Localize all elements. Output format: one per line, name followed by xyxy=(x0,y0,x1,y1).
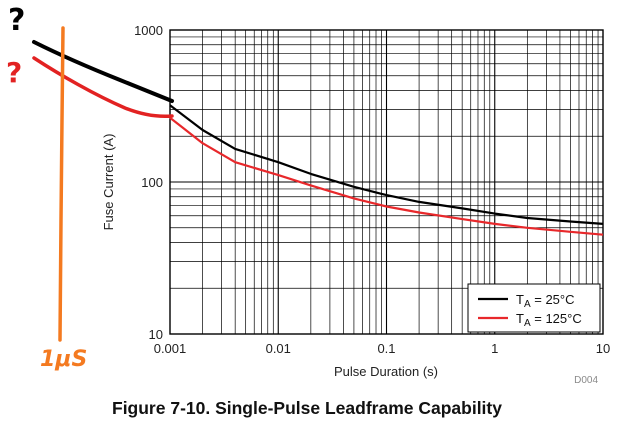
black-extrapolation-line xyxy=(32,40,174,103)
black-question-mark: ? xyxy=(8,3,25,38)
legend-label-125c: TA = 125°C xyxy=(516,311,582,329)
legend-label-25c: TA = 25°C xyxy=(516,292,575,310)
series-line-25c xyxy=(169,104,604,225)
series-lines xyxy=(169,104,604,236)
orange-1us-label: 1μS xyxy=(40,347,87,372)
x-axis-label: Pulse Duration (s) xyxy=(334,364,438,379)
x-tick-label: 0.1 xyxy=(377,341,395,356)
y-axis-label: Fuse Current (A) xyxy=(101,134,116,231)
y-tick-label: 1000 xyxy=(134,23,163,38)
red-extrapolation-line xyxy=(32,56,174,119)
x-tick-label: 10 xyxy=(596,341,610,356)
y-tick-label: 100 xyxy=(141,175,163,190)
figure-caption: Figure 7-10. Single-Pulse Leadframe Capa… xyxy=(112,398,502,418)
x-tick-labels: 0.001 0.01 0.1 1 10 xyxy=(154,341,611,356)
legend-box xyxy=(467,283,601,333)
x-tick-label: 0.001 xyxy=(154,341,187,356)
y-tick-labels: 1000 100 10 xyxy=(134,23,163,342)
red-question-mark: ? xyxy=(6,56,22,89)
y-tick-label: 10 xyxy=(149,327,163,342)
plot-frame xyxy=(169,29,604,335)
x-tick-label: 0.01 xyxy=(266,341,291,356)
orange-marker-line xyxy=(58,26,65,342)
hand-annotations: ? ? 1μS xyxy=(6,3,174,372)
x-tick-label: 1 xyxy=(491,341,498,356)
series-line-125c xyxy=(169,116,604,236)
legend: TA = 25°C TA = 125°C xyxy=(467,283,601,333)
figure-code: D004 xyxy=(574,375,598,386)
